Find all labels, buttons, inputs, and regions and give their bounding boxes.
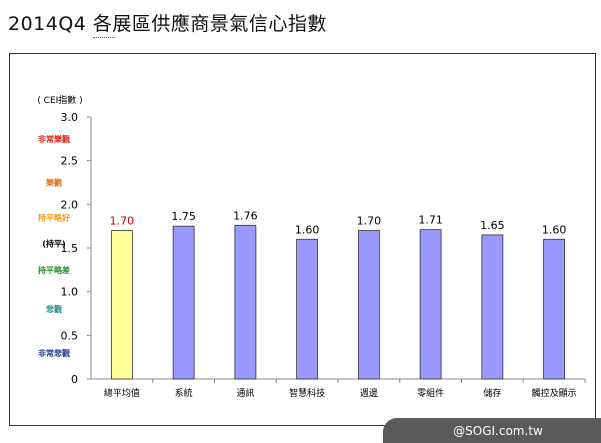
y-axis-label: ( CEI指數 ) — [37, 94, 82, 106]
sentiment-label: (持平) — [42, 239, 65, 249]
sentiment-label: 樂觀 — [45, 178, 62, 188]
bar-highlight — [110, 230, 133, 380]
spellcheck-underline — [93, 34, 115, 38]
x-tick-label: 通訊 — [236, 387, 254, 399]
x-tick-label: 系統 — [175, 387, 193, 399]
bar — [296, 238, 319, 380]
bar-value-label: 1.75 — [171, 210, 196, 223]
y-tick-label: 2.5 — [61, 155, 79, 168]
y-tick-label: 0.5 — [61, 329, 79, 342]
bar — [419, 229, 442, 380]
x-tick-label: 總平均值 — [104, 387, 140, 399]
sentiment-label: 持平略好 — [38, 212, 70, 222]
y-tick-label: 2.0 — [61, 198, 79, 211]
bar — [543, 238, 566, 380]
bar-value-label: 1.70 — [357, 215, 382, 228]
sentiment-label: 持平略差 — [38, 265, 70, 275]
y-tick-label: 1.5 — [61, 242, 79, 255]
page-title: 2014Q4 各展區供應商景氣信心指數 — [8, 13, 327, 35]
sogi-watermark: @SOGI.com.tw — [383, 418, 601, 443]
bar — [172, 225, 195, 380]
sentiment-label: 非常悲觀 — [38, 348, 70, 358]
x-tick-label: 零組件 — [417, 387, 444, 399]
bar-value-label: 1.60 — [542, 223, 567, 236]
bar — [234, 224, 257, 380]
y-tick-label: 3.0 — [61, 111, 79, 124]
sentiment-label: 悲觀 — [46, 304, 62, 314]
x-tick-label: 週邊 — [360, 387, 378, 399]
bar-value-label: 1.76 — [233, 209, 258, 222]
bar — [481, 234, 504, 380]
x-tick-label: 儲存 — [483, 387, 501, 399]
x-tick-label: 觸控及顯示 — [532, 387, 577, 399]
bar-value-label: 1.60 — [295, 223, 320, 236]
x-tick-label: 智慧科技 — [289, 387, 325, 399]
sentiment-label: 非常樂觀 — [38, 134, 70, 144]
bar-value-label: 1.71 — [418, 214, 443, 227]
chart-frame: ( CEI指數 ) 0 0.5 1.0 1.5 2.0 2.5 3.0 非常樂觀樂觀持平略好 (持… — [9, 53, 596, 426]
bar-value-label: 1.70 — [110, 215, 135, 228]
y-tick-label: 0 — [71, 373, 78, 386]
y-tick-label: 1.0 — [61, 286, 79, 299]
bar — [357, 230, 380, 380]
bar-value-label: 1.65 — [480, 219, 505, 232]
